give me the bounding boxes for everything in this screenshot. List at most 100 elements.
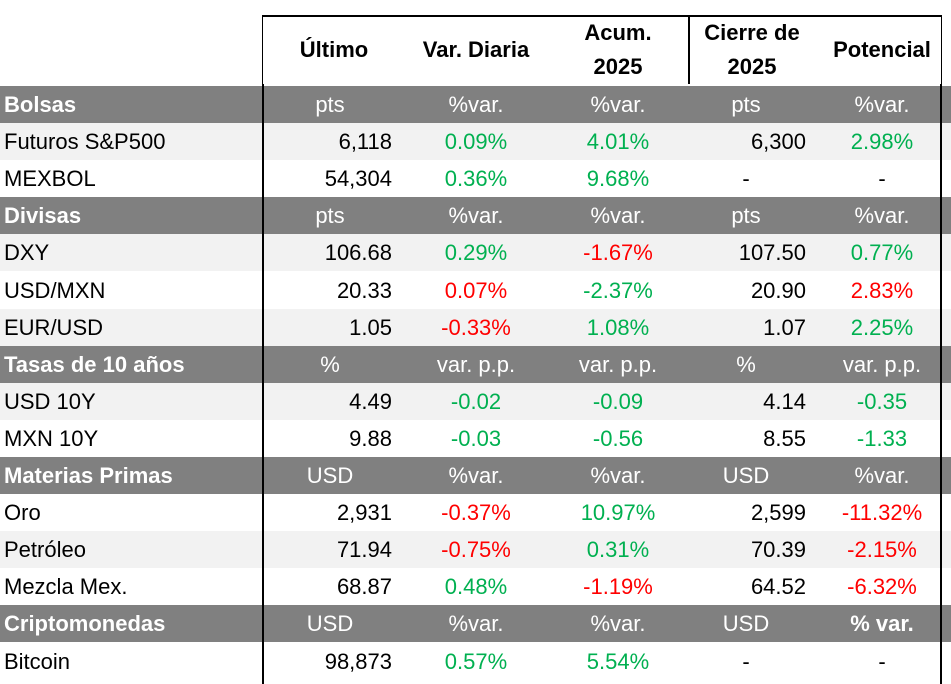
cell-acum: %var. bbox=[590, 463, 646, 488]
cell-var: 0.48% bbox=[444, 574, 508, 600]
header-var-diaria-text: Var. Diaria bbox=[422, 36, 530, 62]
cell-cierre: USD bbox=[722, 611, 770, 637]
cell-cierre: - bbox=[742, 648, 750, 674]
cell-pot: -11.32% bbox=[841, 500, 923, 526]
cell-cierre: 70.39 bbox=[750, 537, 806, 563]
header-potencial-text: Potencial bbox=[833, 36, 931, 62]
cell-acum: 4.01% bbox=[586, 129, 650, 155]
cell-var: -0.03 bbox=[450, 425, 502, 451]
cell-acum: %var. bbox=[590, 92, 646, 117]
cell-pot: 0.77% bbox=[850, 240, 914, 266]
cell-acum: -0.56 bbox=[592, 425, 644, 451]
cell-var: var. p.p. bbox=[436, 351, 516, 377]
row-label: Tasas de 10 años bbox=[4, 351, 185, 377]
cell-ultimo: 98,873 bbox=[324, 648, 392, 674]
cell-cierre: % bbox=[736, 351, 756, 377]
cell-cierre: 8.55 bbox=[763, 425, 806, 451]
cell-acum: -0.09 bbox=[592, 388, 644, 414]
table-row: Futuros S&P500 6,118 0.09% 4.01% 6,300 2.98% bbox=[0, 123, 951, 161]
cell-ultimo: 68.87 bbox=[336, 574, 392, 600]
cell-acum: 1.08% bbox=[586, 314, 650, 340]
row-label: Criptomonedas bbox=[4, 611, 166, 637]
cell-acum: -1.67% bbox=[583, 240, 653, 266]
cell-ultimo: 2,931 bbox=[336, 500, 392, 526]
table-row: EUR/USD 1.05 -0.33% 1.08% 1.07 2.25% bbox=[0, 308, 951, 346]
cell-cierre: pts bbox=[731, 92, 761, 117]
section-header-row: Materias Primas USD %var. %var. USD %var. bbox=[0, 457, 951, 494]
cell-var: 0.29% bbox=[444, 240, 508, 266]
table-row: Oro 2,931 -0.37% 10.97% 2,599 -11.32% bbox=[0, 494, 951, 532]
section-header-row: Tasas de 10 años% var. p.p. var. p.p.% var.… bbox=[0, 345, 951, 383]
cell-var: %var. bbox=[448, 203, 504, 229]
row-label: Bolsas bbox=[4, 92, 77, 117]
cell-var: 0.07% bbox=[444, 277, 508, 303]
row-label: Divisas bbox=[4, 203, 82, 229]
cell-var: %var. bbox=[448, 92, 504, 117]
table-row: Mezcla Mex. 68.87 0.48% -1.19% 64.52 -6.32% bbox=[0, 568, 951, 606]
row-label: Futuros S&P500 bbox=[4, 129, 166, 155]
header-ultimo: Último bbox=[272, 15, 396, 84]
cell-cierre: 4.14 bbox=[763, 388, 806, 414]
cell-acum: var. p.p. bbox=[578, 351, 658, 377]
cell-pot: -6.32% bbox=[847, 574, 917, 600]
cell-acum: 9.68% bbox=[586, 166, 650, 192]
header-cierre-line2: 2025 bbox=[727, 53, 777, 79]
row-label: Bitcoin bbox=[4, 648, 71, 674]
header-divider bbox=[688, 15, 690, 84]
cell-ultimo: USD bbox=[306, 611, 354, 637]
cell-pot: % var. bbox=[850, 611, 914, 637]
row-label: Materias Primas bbox=[4, 463, 173, 488]
table-row: Petróleo 71.94 -0.75% 0.31% 70.39 -2.15% bbox=[0, 531, 951, 569]
body-right-border bbox=[940, 84, 942, 684]
cell-var: 0.57% bbox=[444, 648, 508, 674]
cell-ultimo: pts bbox=[315, 92, 345, 117]
header-cierre-line1: Cierre de bbox=[704, 19, 800, 45]
cell-var: -0.02 bbox=[450, 388, 502, 414]
cell-pot: %var. bbox=[854, 92, 910, 117]
section-header-row: Bolsas pts %var. %var. pts %var. bbox=[0, 86, 951, 123]
row-label: DXY bbox=[4, 240, 50, 266]
cell-acum: 0.31% bbox=[586, 537, 650, 563]
cell-acum: 5.54% bbox=[586, 648, 650, 674]
row-label: Mezcla Mex. bbox=[4, 574, 128, 600]
cell-cierre: pts bbox=[731, 203, 761, 229]
cell-ultimo: 6,118 bbox=[338, 129, 392, 155]
cell-pot: - bbox=[878, 166, 886, 192]
table-row: DXY 106.68 0.29% -1.67% 107.50 0.77% bbox=[0, 234, 951, 272]
row-label: MEXBOL bbox=[4, 166, 96, 192]
header-acum-line1: Acum. bbox=[584, 19, 652, 45]
cell-ultimo: 4.49 bbox=[349, 388, 392, 414]
cell-ultimo: pts bbox=[315, 203, 345, 229]
cell-pot: -2.15% bbox=[847, 537, 917, 563]
cell-pot: 2.25% bbox=[850, 314, 914, 340]
cell-acum: 10.97% bbox=[580, 500, 656, 526]
cell-pot: -0.35 bbox=[856, 388, 908, 414]
section-header-row: Divisas pts %var. %var. pts %var. bbox=[0, 197, 951, 235]
header-cierre: Cierre de 2025 bbox=[690, 15, 814, 84]
row-label: Oro bbox=[4, 500, 41, 526]
row-label: MXN 10Y bbox=[4, 425, 99, 451]
cell-var: 0.36% bbox=[444, 166, 508, 192]
row-label: USD/MXN bbox=[4, 277, 106, 303]
cell-cierre: - bbox=[742, 166, 750, 192]
cell-pot: -1.33 bbox=[856, 425, 908, 451]
cell-cierre: 20.90 bbox=[750, 277, 806, 303]
cell-cierre: 6,300 bbox=[750, 129, 806, 155]
cell-cierre: 64.52 bbox=[750, 574, 806, 600]
cell-var: %var. bbox=[448, 463, 504, 488]
cell-ultimo: 1.05 bbox=[349, 314, 392, 340]
cell-ultimo: 106.68 bbox=[324, 240, 392, 266]
cell-cierre: USD bbox=[722, 463, 770, 488]
cell-acum: -1.19% bbox=[583, 574, 653, 600]
header-acum: Acum. 2025 bbox=[560, 15, 676, 84]
cell-pot: 2.83% bbox=[850, 277, 914, 303]
table-row: MXN 10Y 9.88 -0.03 -0.56 8.55 -1.33 bbox=[0, 419, 951, 457]
section-header-row: Criptomonedas USD %var. %var. USD % var. bbox=[0, 605, 951, 643]
cell-pot: %var. bbox=[854, 463, 910, 488]
cell-acum: %var. bbox=[590, 203, 646, 229]
row-label: Petróleo bbox=[4, 537, 86, 563]
row-label: EUR/USD bbox=[4, 314, 104, 340]
header-acum-line2: 2025 bbox=[593, 53, 643, 79]
header-ultimo-text: Último bbox=[299, 36, 369, 62]
